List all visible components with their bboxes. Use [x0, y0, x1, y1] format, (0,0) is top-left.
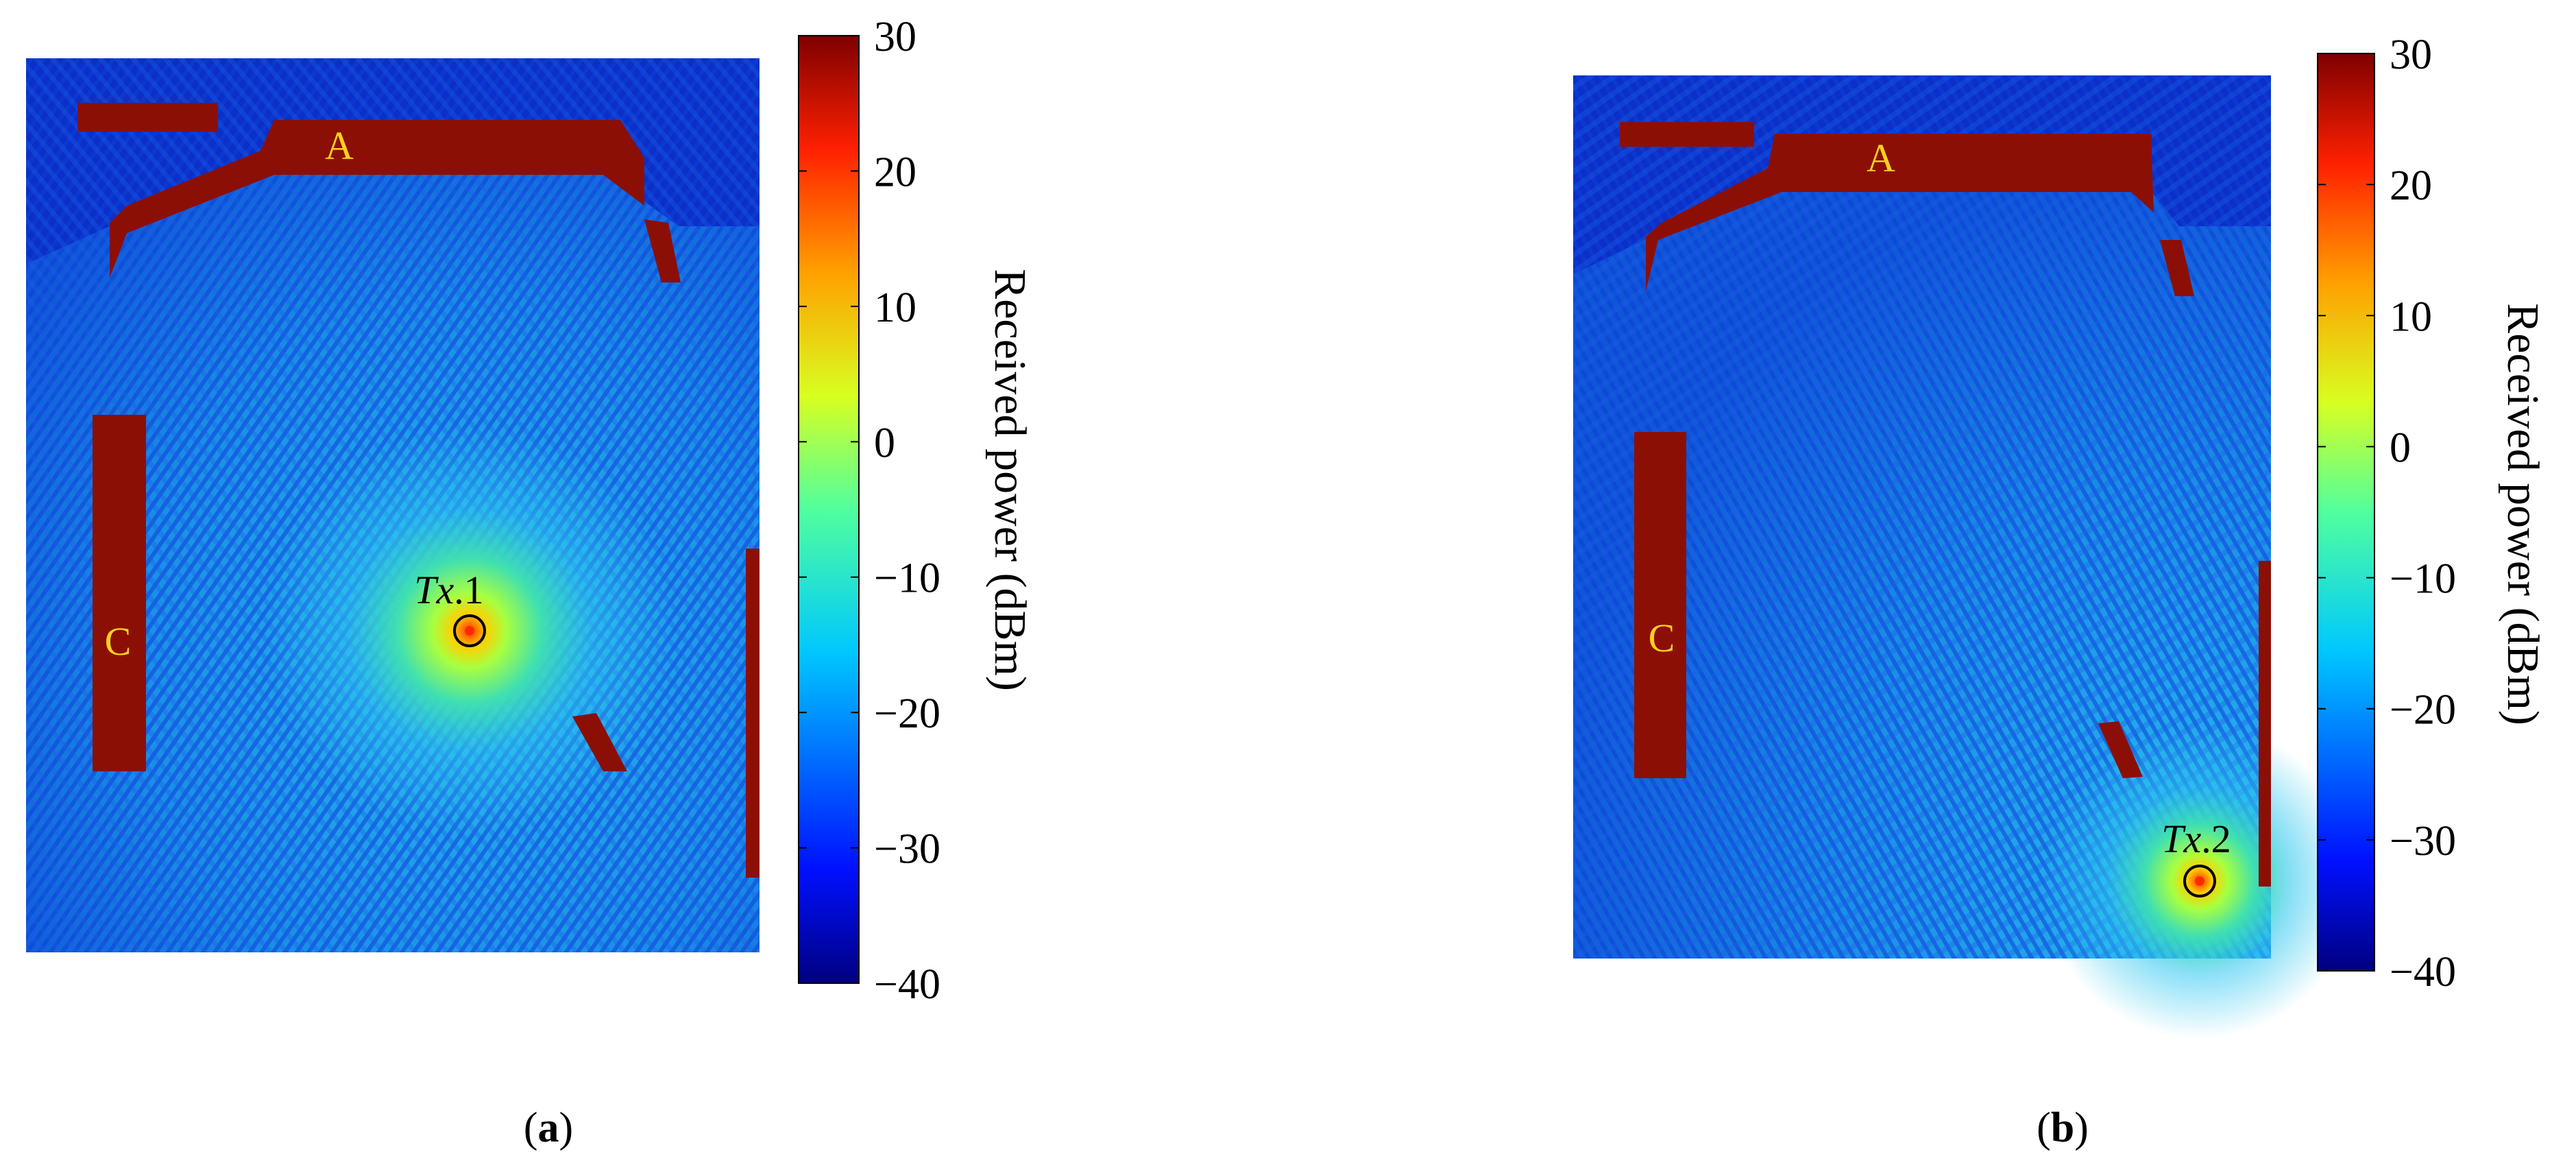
obstacle-b-right-edge	[2259, 561, 2271, 887]
colorbar-a-tick-label-1: 20	[874, 149, 916, 195]
panel-a-label: (a)	[524, 1105, 573, 1151]
panel-b-svg: A C Tx.2 30 20 10 0 −10 −20 −30 −40 Received po…	[1573, 32, 2548, 1151]
obstacle-a-right-edge	[746, 549, 760, 878]
heatmap-b: A C Tx.2	[1573, 75, 2357, 1039]
obstacle-a-diag	[572, 713, 627, 771]
obstacle-b-right-small	[2160, 240, 2194, 296]
transmitter-a-label: Tx.1	[414, 568, 484, 612]
obstacle-b-diag	[2098, 721, 2143, 778]
colorbar-a-tick-label-5: −20	[874, 690, 940, 737]
obstacle-b-small	[1620, 122, 1754, 147]
colorbar-a-label: Received power (dBm)	[985, 269, 1035, 691]
obstacle-b-A	[1646, 134, 2154, 291]
panel-b-label: (b)	[2037, 1105, 2089, 1151]
colorbar-a-tick-label-4: −10	[874, 555, 940, 602]
obstacle-b-C	[1634, 432, 1686, 778]
colorbar-b-gradient	[2318, 53, 2374, 971]
transmitter-b-marker	[2183, 865, 2216, 897]
colorbar-a-frame	[798, 35, 860, 984]
transmitter-b-label: Tx.2	[2161, 817, 2231, 861]
colorbar-b-tick-label-5: −20	[2390, 687, 2456, 734]
colorbar-b-tick-label-0: 30	[2390, 32, 2432, 78]
heatmap-a: A C Tx.1	[26, 58, 760, 952]
label-a-A: A	[325, 123, 354, 168]
colorbar-b-tick-label-6: −30	[2390, 818, 2456, 865]
obstacle-a-small	[77, 103, 218, 132]
colorbar-b-tick-label-3: 0	[2390, 424, 2411, 471]
colorbar-a-tick-label-7: −40	[874, 961, 940, 1008]
colorbar-b: 30 20 10 0 −10 −20 −30 −40 Received power (dBm)	[2317, 32, 2548, 996]
colorbar-b-label: Received power (dBm)	[2498, 303, 2548, 725]
colorbar-a-gradient	[799, 36, 859, 983]
obstacle-a-right-small	[644, 219, 681, 282]
obstacle-a-C	[93, 415, 146, 771]
colorbar-a-tick-label-6: −30	[874, 826, 940, 873]
transmitter-b-center	[2195, 876, 2204, 886]
transmitter-a-marker	[453, 614, 486, 647]
colorbar-b-tick-label-2: 10	[2390, 293, 2432, 340]
transmitter-a-center	[465, 626, 474, 636]
colorbar-a-tick-label-2: 10	[874, 285, 916, 331]
panel-b: A C Tx.2 30 20 10 0 −10 −20 −30 −40 Received po…	[1288, 0, 2576, 1169]
colorbar-b-tick-label-4: −10	[2390, 556, 2456, 603]
colorbar-b-tick-label-7: −40	[2390, 949, 2456, 996]
panel-a-svg: A C Tx.1 30 20 10 0 −10 −20 −30 −40 Received po…	[26, 14, 1035, 1151]
colorbar-b-tick-label-1: 20	[2390, 162, 2432, 209]
colorbar-a: 30 20 10 0 −10 −20 −30 −40 Received power (dBm)	[798, 14, 1035, 1008]
colorbar-a-tick-label-3: 0	[874, 420, 895, 466]
colorbar-b-ticks: 30 20 10 0 −10 −20 −30 −40	[2318, 32, 2456, 996]
colorbar-a-tick-label-0: 30	[874, 14, 916, 60]
label-a-C: C	[105, 619, 132, 664]
label-b-A: A	[1867, 136, 1895, 180]
label-b-C: C	[1649, 616, 1675, 660]
colorbar-b-frame	[2317, 53, 2375, 972]
obstacle-a-A	[110, 120, 644, 278]
colorbar-a-ticks: 30 20 10 0 −10 −20 −30 −40	[799, 14, 940, 1008]
panel-a: A C Tx.1 30 20 10 0 −10 −20 −30 −40 Received po…	[26, 14, 1035, 1151]
